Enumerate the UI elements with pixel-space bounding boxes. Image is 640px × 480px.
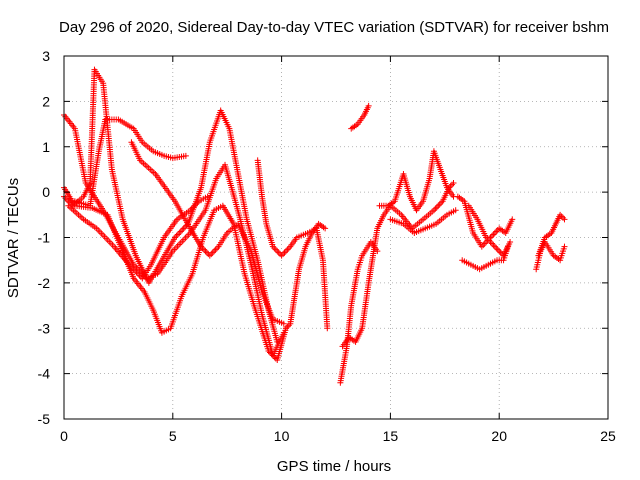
data-point bbox=[208, 251, 215, 258]
data-point bbox=[212, 246, 219, 253]
data-point bbox=[211, 248, 218, 255]
data-point bbox=[202, 248, 209, 255]
y-tick-label: 3 bbox=[42, 48, 50, 64]
data-point bbox=[284, 246, 291, 253]
data-point bbox=[282, 325, 289, 332]
data-point bbox=[280, 251, 287, 258]
data-point bbox=[274, 338, 281, 345]
series-13 bbox=[454, 193, 516, 250]
data-point bbox=[507, 239, 514, 246]
data-point bbox=[449, 181, 456, 188]
data-point bbox=[203, 249, 210, 256]
x-tick-label: 5 bbox=[169, 428, 177, 444]
data-point bbox=[278, 252, 285, 259]
y-tick-label: 0 bbox=[42, 184, 50, 200]
data-point bbox=[490, 231, 497, 238]
data-point bbox=[490, 242, 497, 249]
chart-title: Day 296 of 2020, Sidereal Day-to-day VTE… bbox=[59, 19, 609, 36]
tick-labels: 0 5 10 15 20 25 -5 -4 -3 -2 -1 0 1 2 3 bbox=[38, 48, 616, 444]
series-1 bbox=[61, 184, 289, 364]
data-point bbox=[62, 195, 69, 202]
data-point bbox=[496, 248, 503, 255]
data-point bbox=[561, 216, 568, 223]
axis-ticks bbox=[63, 55, 609, 420]
data-point bbox=[182, 152, 189, 159]
data-point bbox=[275, 249, 282, 256]
series-10 bbox=[376, 148, 457, 214]
data-point bbox=[509, 216, 516, 223]
data-point bbox=[494, 246, 501, 253]
data-point bbox=[493, 245, 500, 252]
data-point bbox=[209, 249, 216, 256]
data-point bbox=[435, 202, 442, 209]
data-point bbox=[560, 214, 567, 221]
series-6 bbox=[254, 157, 331, 332]
data-point bbox=[487, 239, 494, 246]
data-point bbox=[491, 229, 498, 236]
series-5 bbox=[65, 193, 211, 282]
data-point bbox=[206, 252, 213, 259]
x-tick-label: 10 bbox=[274, 428, 290, 444]
data-point bbox=[180, 225, 187, 232]
series-2 bbox=[61, 66, 281, 345]
series-14 bbox=[465, 202, 514, 259]
data-point bbox=[281, 249, 288, 256]
data-point bbox=[365, 102, 372, 109]
series-8 bbox=[337, 239, 381, 386]
data-point bbox=[436, 201, 443, 208]
series-9 bbox=[339, 180, 457, 350]
data-point bbox=[486, 237, 493, 244]
y-axis-label: SDTVAR / TECUs bbox=[5, 178, 22, 298]
data-point bbox=[561, 243, 568, 250]
x-tick-label: 0 bbox=[60, 428, 68, 444]
data-point bbox=[504, 243, 511, 250]
data-point bbox=[285, 245, 292, 252]
data-point bbox=[488, 240, 495, 247]
data-point bbox=[204, 193, 211, 200]
x-tick-label: 15 bbox=[383, 428, 399, 444]
series-12 bbox=[387, 207, 459, 236]
y-tick-label: 1 bbox=[42, 139, 50, 155]
data-point bbox=[134, 270, 141, 277]
y-tick-label: -3 bbox=[38, 320, 51, 336]
data-point bbox=[433, 204, 440, 211]
series-17 bbox=[535, 211, 568, 259]
data-point bbox=[450, 180, 457, 187]
y-tick-label: -4 bbox=[38, 366, 51, 382]
series-4 bbox=[128, 139, 287, 327]
series-11 bbox=[348, 102, 372, 132]
data-point bbox=[177, 228, 184, 235]
x-tick-label: 25 bbox=[600, 428, 616, 444]
data-point bbox=[176, 229, 183, 236]
data-point bbox=[274, 248, 281, 255]
data-point bbox=[272, 246, 279, 253]
data-point bbox=[452, 207, 459, 214]
y-tick-label: -2 bbox=[38, 275, 51, 291]
series-15 bbox=[459, 243, 511, 273]
data-point bbox=[481, 240, 488, 247]
y-tick-label: 2 bbox=[42, 93, 50, 109]
data-point bbox=[214, 245, 221, 252]
series-3 bbox=[71, 116, 189, 209]
data-points bbox=[61, 66, 568, 386]
data-point bbox=[282, 248, 289, 255]
data-point bbox=[324, 325, 331, 332]
data-point bbox=[174, 231, 181, 238]
data-point bbox=[432, 205, 439, 212]
data-point bbox=[491, 243, 498, 250]
x-tick-label: 20 bbox=[491, 428, 507, 444]
data-point bbox=[280, 320, 287, 327]
x-axis-label: GPS time / hours bbox=[277, 458, 391, 475]
data-point bbox=[200, 246, 207, 253]
series-7 bbox=[282, 220, 329, 332]
data-point bbox=[488, 232, 495, 239]
data-point bbox=[497, 249, 504, 256]
data-point bbox=[179, 226, 186, 233]
y-tick-label: -5 bbox=[38, 411, 51, 427]
grid-lines bbox=[64, 56, 608, 419]
y-tick-label: -1 bbox=[38, 230, 51, 246]
